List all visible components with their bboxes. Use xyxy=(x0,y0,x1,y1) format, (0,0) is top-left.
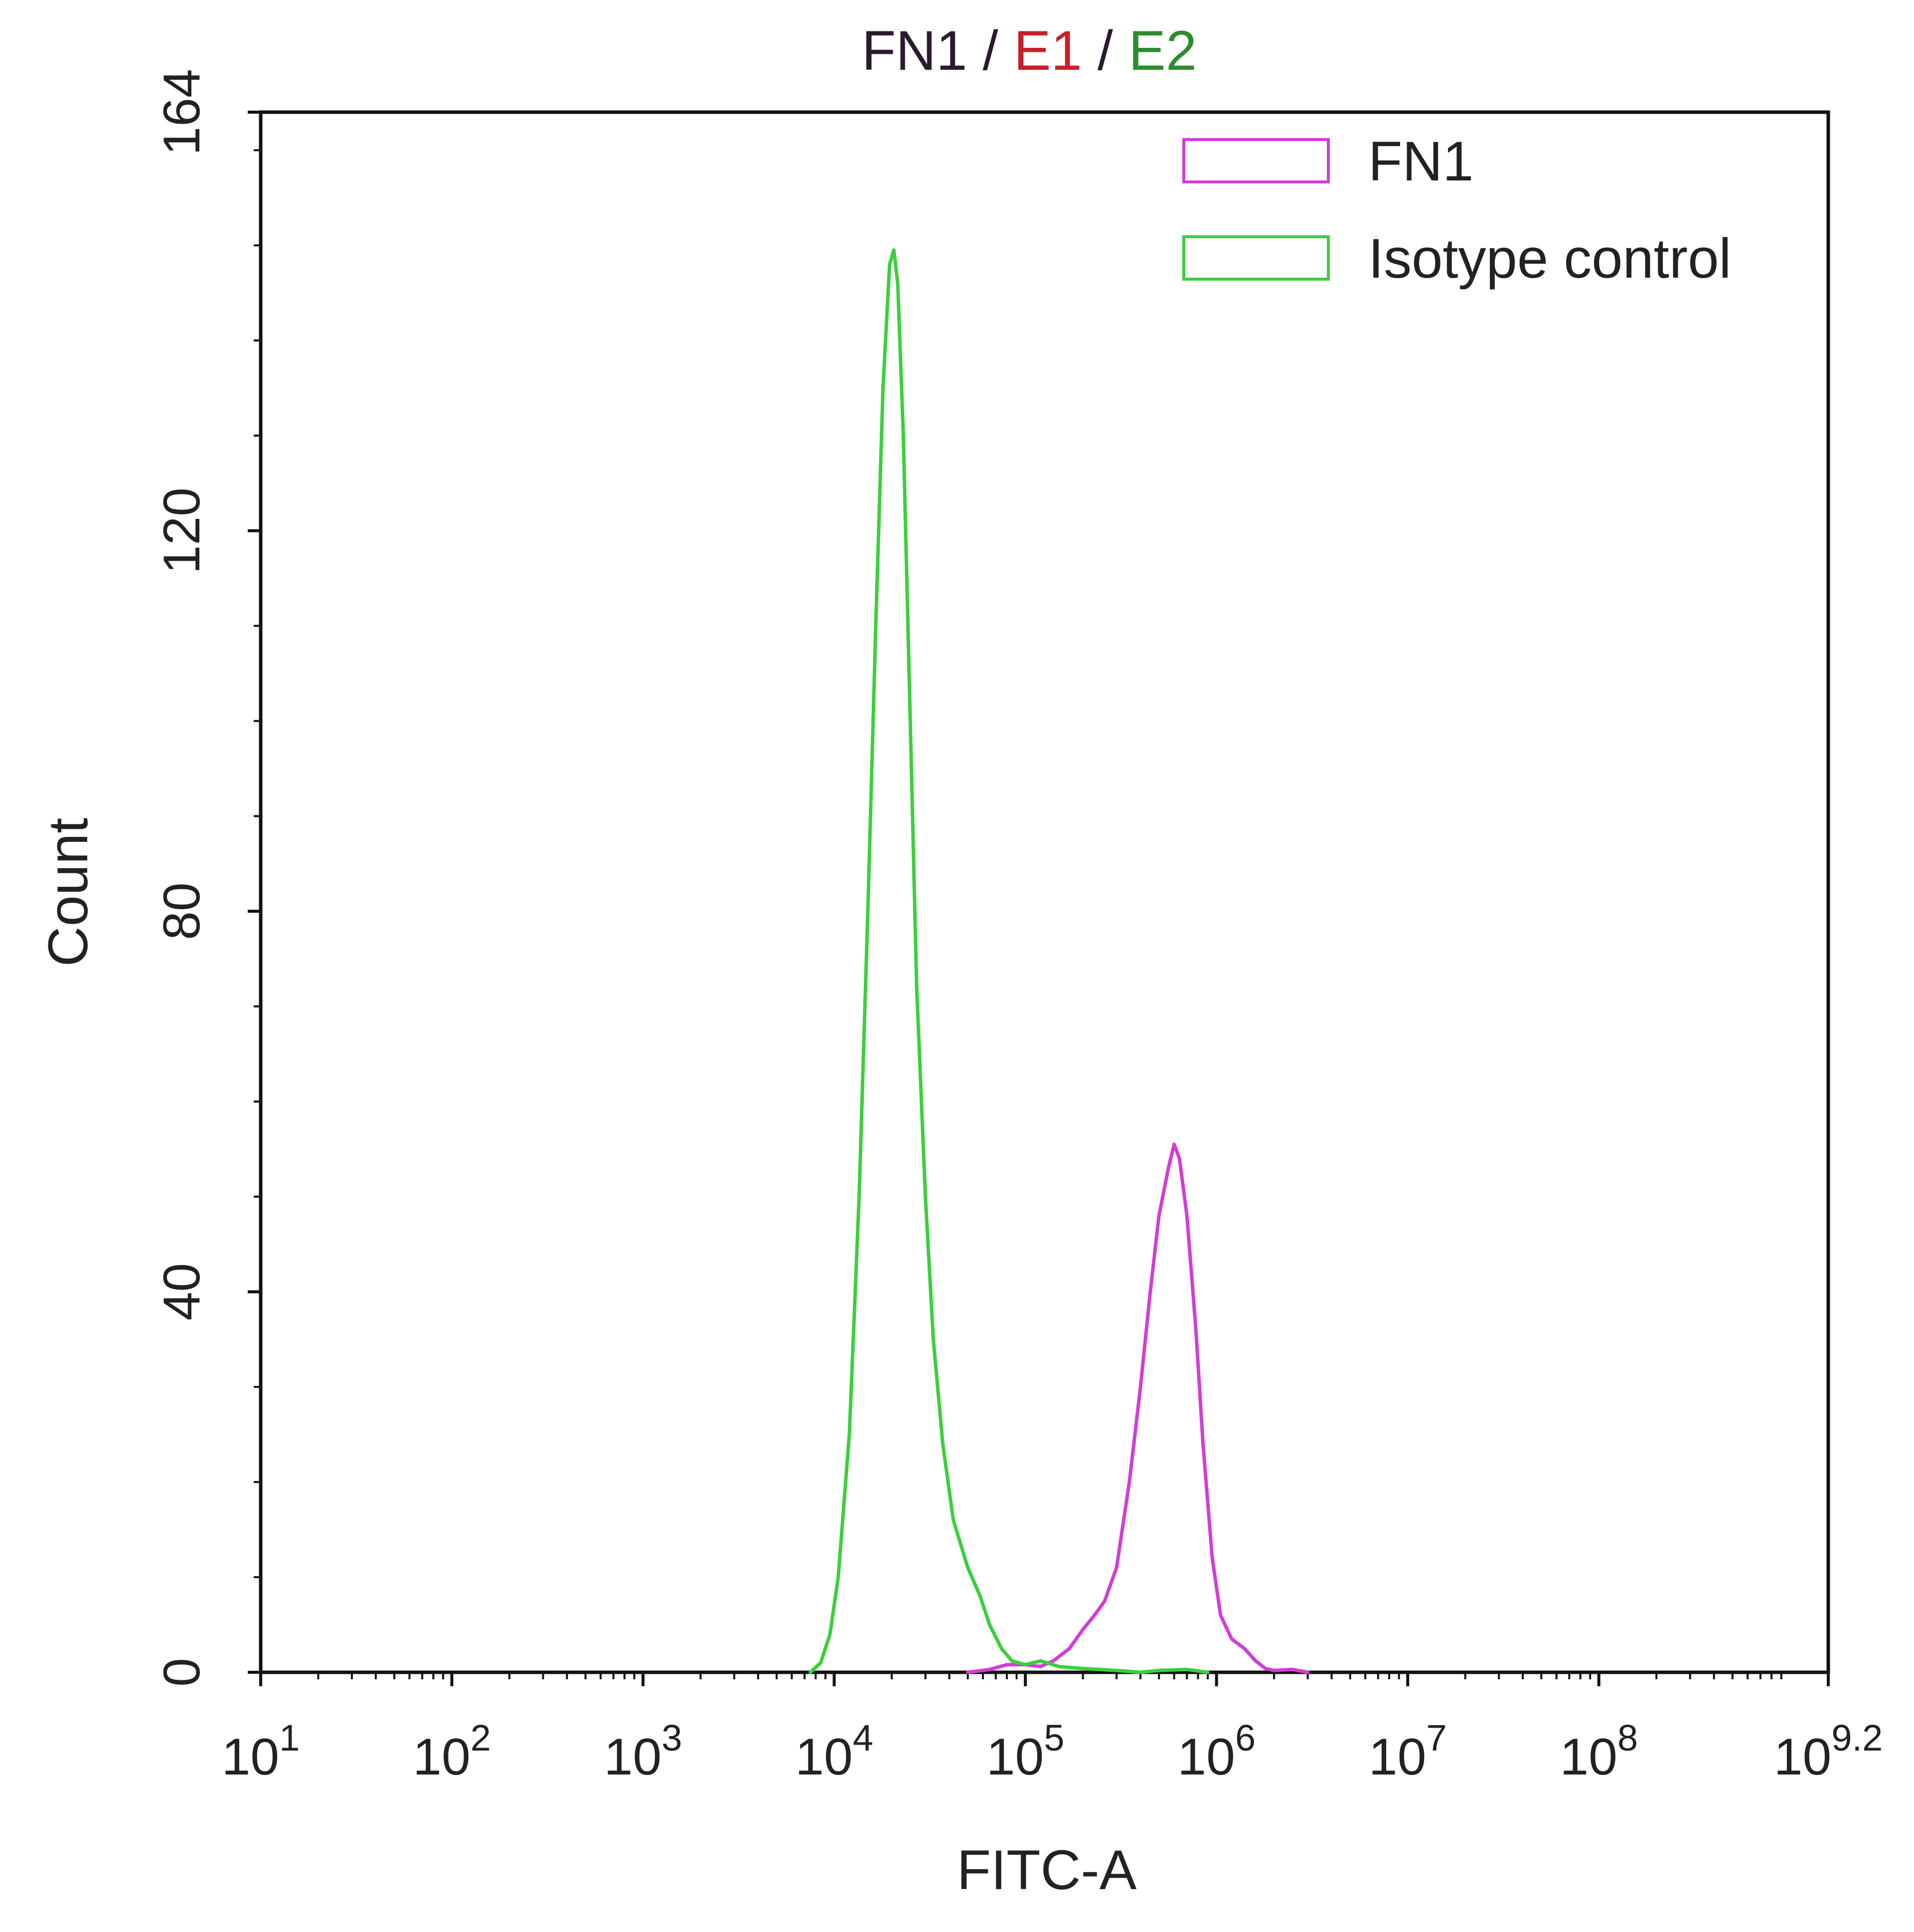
x-tick-label: 102 xyxy=(413,1717,491,1786)
y-tick-label: 80 xyxy=(153,882,211,940)
y-tick-label: 40 xyxy=(153,1263,211,1321)
series-layer xyxy=(808,248,1310,1674)
legend-label-isotype-control: Isotype control xyxy=(1368,227,1731,290)
title-part-e1: E1 xyxy=(1014,19,1082,82)
x-tick-label: 107 xyxy=(1369,1717,1447,1786)
title-part-fn1: FN1 xyxy=(862,19,967,82)
x-tick-label: 108 xyxy=(1560,1717,1638,1786)
series-line-isotype-control xyxy=(808,248,1210,1674)
x-tick-label: 103 xyxy=(604,1717,682,1786)
y-tick-label: 164 xyxy=(153,69,211,156)
title-part-e2: E2 xyxy=(1128,19,1197,82)
legend-label-fn1: FN1 xyxy=(1368,130,1474,192)
title-separator-1: / xyxy=(967,19,1013,82)
series-line-fn1 xyxy=(966,1142,1310,1674)
chart-title: FN1 / E1 / E2 xyxy=(862,19,1197,82)
x-axis: 101 102 103 104 105 106 107 108 109.2 xyxy=(222,1672,1883,1786)
y-axis: 0 40 80 120 164 xyxy=(153,69,261,1687)
y-tick-label: 120 xyxy=(153,487,211,574)
y-tick-label: 0 xyxy=(153,1658,211,1687)
x-tick-label: 105 xyxy=(986,1717,1065,1786)
x-tick-label: 101 xyxy=(222,1717,300,1786)
x-tick-label: 104 xyxy=(795,1717,873,1786)
x-axis-title: FITC-A xyxy=(957,1839,1137,1901)
legend-swatch-isotype-control xyxy=(1182,235,1330,281)
y-axis-title: Count xyxy=(37,818,99,967)
x-tick-label: 106 xyxy=(1177,1717,1256,1786)
x-tick-label: 109.2 xyxy=(1774,1717,1883,1786)
title-separator-2: / xyxy=(1082,19,1128,82)
legend-swatch-fn1 xyxy=(1182,138,1330,183)
plot-area-frame xyxy=(259,110,1830,1674)
legend: FN1 Isotype control xyxy=(1182,130,1731,290)
